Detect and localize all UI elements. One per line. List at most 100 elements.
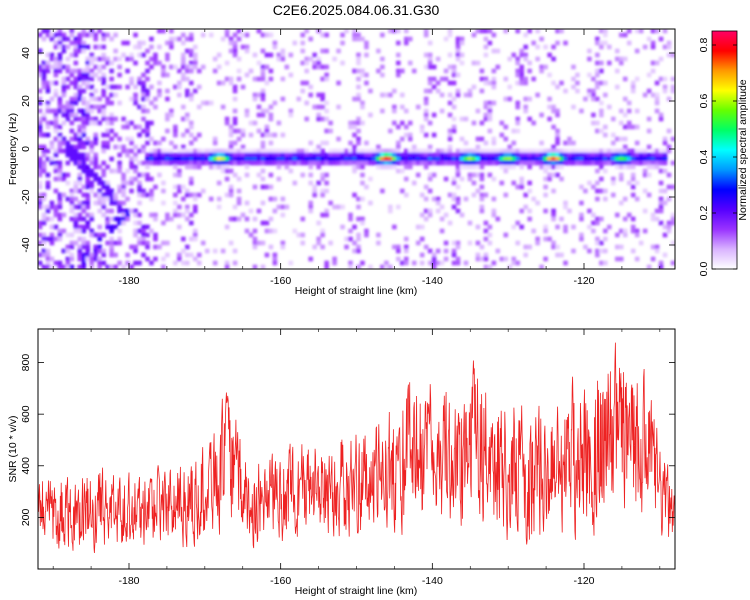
spectrogram-cell <box>491 32 497 38</box>
spectrogram-cell <box>324 264 329 269</box>
spectrogram-cell <box>539 152 544 158</box>
spectrogram-cell <box>396 72 401 78</box>
spectrogram-cell <box>188 64 194 70</box>
spectrogram-cell <box>447 152 453 158</box>
spectrogram-cell <box>45 156 51 162</box>
spectrogram-cell <box>232 152 238 158</box>
spectrogram-cell <box>216 64 222 70</box>
spectrogram-cell <box>38 220 43 226</box>
spectrogram-cell <box>332 204 337 210</box>
spectrogram-cell <box>356 140 361 146</box>
spectrogram-cell <box>165 40 170 46</box>
spectrogram-cell <box>523 108 528 114</box>
spectrogram-cell <box>447 148 453 154</box>
spectrogram-cell <box>352 68 357 74</box>
spectrogram-cell <box>125 120 130 126</box>
spectrogram-cell <box>109 68 114 74</box>
spectrogram-cell <box>165 240 170 246</box>
spectrogram-cell <box>288 260 294 266</box>
spectrogram-cell <box>185 252 190 258</box>
spectrogram-cell <box>185 48 190 54</box>
spectrogram-cell <box>276 52 282 58</box>
spectrogram-cell <box>252 240 258 246</box>
spectrogram-cell <box>260 152 266 158</box>
spectrogram-cell <box>407 120 413 126</box>
spectrogram-cell <box>137 160 142 166</box>
spectrogram-cell <box>614 48 620 54</box>
spectrogram-cell <box>364 152 369 158</box>
spectrogram-cell <box>69 112 75 118</box>
spectrogram-cell <box>81 152 87 158</box>
spectrogram-cell <box>244 216 250 222</box>
spectrogram-cell <box>403 236 409 242</box>
spectrogram-cell <box>232 88 238 94</box>
spectrogram-cell <box>121 192 126 198</box>
spectrogram-cell <box>69 252 75 258</box>
spectrogram-cell <box>280 76 286 82</box>
spectrogram-cell <box>181 260 186 266</box>
spectrogram-cell <box>105 100 110 106</box>
spectrogram-cell <box>188 164 194 170</box>
spectrogram-cell <box>141 192 146 198</box>
spectrogram-cell <box>372 160 377 166</box>
spectrogram-cell <box>57 60 63 66</box>
spectrogram-cell <box>304 100 310 106</box>
spectrogram-cell <box>551 244 556 250</box>
spectrogram-cell <box>57 96 63 102</box>
spectrogram-cell <box>352 148 357 154</box>
spectrogram-cell <box>646 88 652 94</box>
spectrogram-cell <box>626 29 632 34</box>
spectrogram-cell <box>272 208 278 214</box>
spectrogram-cell <box>260 168 266 174</box>
spectrogram-cell <box>248 232 254 238</box>
spectrogram-cell <box>336 48 341 54</box>
spectrogram-cell <box>292 180 298 186</box>
spectrogram-cell <box>320 176 325 182</box>
spectrogram-cell <box>324 180 329 186</box>
spectrogram-cell <box>603 132 608 138</box>
spectrogram-cell <box>543 44 548 50</box>
spectrogram-cell <box>595 40 600 46</box>
spectrogram-cell <box>208 100 214 106</box>
spectrogram-cell <box>81 208 87 214</box>
spectrogram-cell <box>240 128 246 134</box>
spectrogram-cell <box>161 156 166 162</box>
spectrogram-cell <box>77 44 83 50</box>
spectrogram-cell <box>133 244 138 250</box>
spectrogram-cell <box>595 72 600 78</box>
spectrogram-cell <box>61 36 67 42</box>
spectrogram-cell <box>515 56 521 62</box>
spectrogram-cell <box>121 116 126 122</box>
spectrogram-cell <box>479 156 485 162</box>
spectrogram-cell <box>479 204 485 210</box>
spectrogram-cell <box>232 96 238 102</box>
spectrogram-cell <box>352 152 357 158</box>
spectrogram-cell <box>403 260 409 266</box>
spectrogram-cell <box>599 188 604 194</box>
spectrogram-cell <box>658 204 664 210</box>
spectrogram-cell <box>630 80 636 86</box>
spectrogram-cell <box>352 240 357 246</box>
spectrogram-cell <box>364 184 369 190</box>
spectrogram-cell <box>304 29 310 34</box>
spectrogram-cell <box>348 160 353 166</box>
spectrogram-cell <box>280 52 286 58</box>
spectrogram-cell <box>97 176 102 182</box>
spectrogram-cell <box>276 164 282 170</box>
spectrogram-cell <box>57 160 63 166</box>
spectrogram-cell <box>228 48 234 54</box>
spectrogram-cell <box>244 108 250 114</box>
spectrogram-cell <box>97 232 102 238</box>
spectrogram-cell <box>73 80 79 86</box>
spectrogram-cell <box>61 176 67 182</box>
spectrogram-cell <box>443 256 449 262</box>
spectrogram-cell <box>77 228 83 234</box>
spectrogram-cell <box>670 240 675 246</box>
spectrogram-cell <box>105 32 110 38</box>
spectrogram-cell <box>451 248 457 254</box>
spectrogram-cell <box>324 116 329 122</box>
spectrogram-cell <box>181 248 186 254</box>
spectrogram-cell <box>666 40 672 46</box>
spectrogram-cell <box>181 64 186 70</box>
spectrogram-cell <box>670 160 675 166</box>
